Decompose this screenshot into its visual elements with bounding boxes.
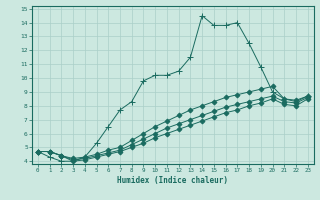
X-axis label: Humidex (Indice chaleur): Humidex (Indice chaleur) xyxy=(117,176,228,185)
